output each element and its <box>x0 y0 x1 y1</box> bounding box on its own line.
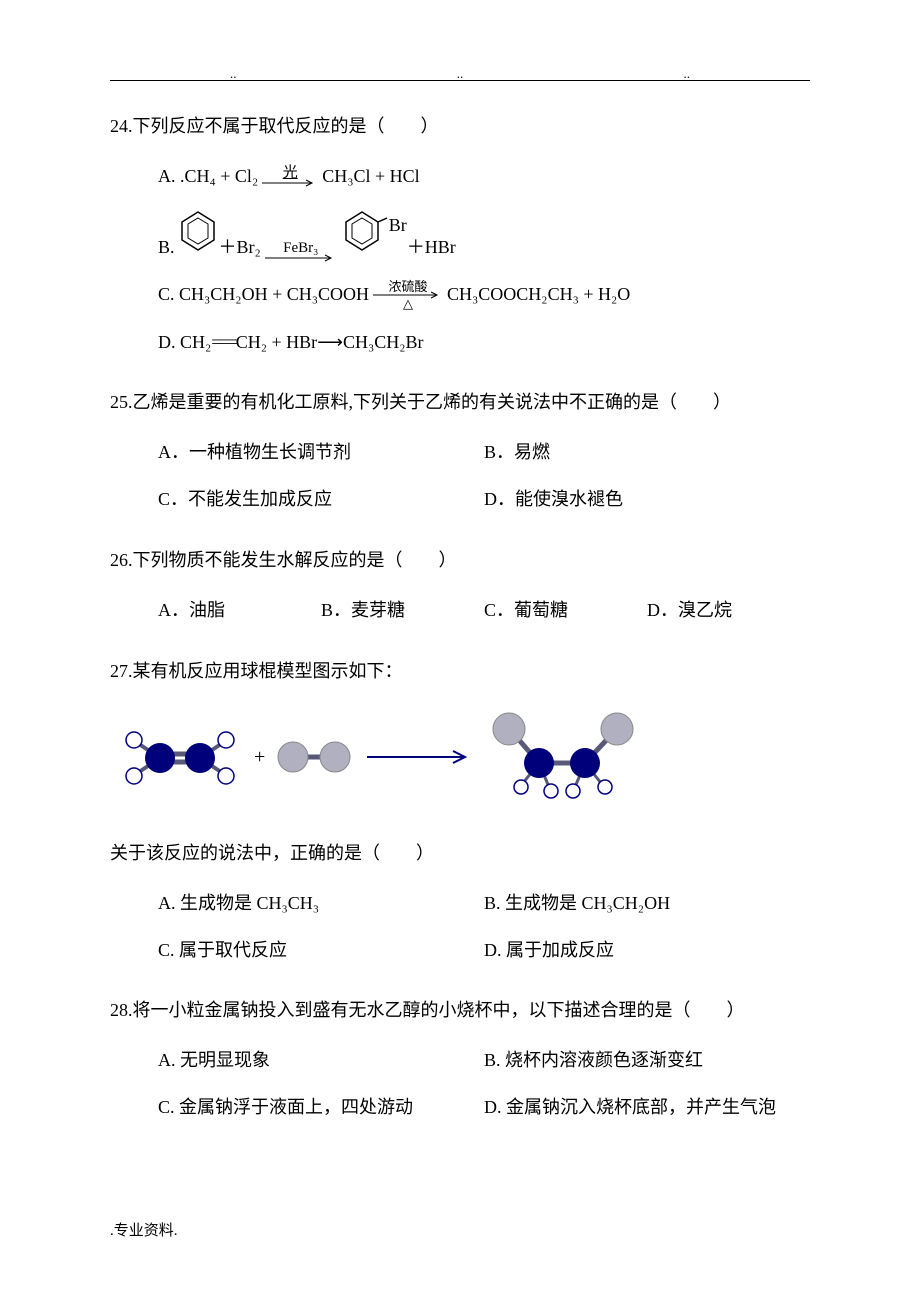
question-24: 24.下列反应不属于取代反应的是（ ） A. .CH₄ + Cl₂ 光 CH₃C… <box>110 108 810 356</box>
q24-option-b: B. ＋Br₂ FeBr₃ Br ＋HBr <box>158 209 810 262</box>
q27-stem2: 关于该反应的说法中，正确的是（ ） <box>110 835 810 871</box>
content: 24.下列反应不属于取代反应的是（ ） A. .CH₄ + Cl₂ 光 CH₃C… <box>110 108 810 1122</box>
q28-option-c: C. 金属钠浮于液面上，四处游动 <box>158 1093 484 1122</box>
q24-stem: 24.下列反应不属于取代反应的是（ ） <box>110 108 810 144</box>
arrow-icon <box>265 254 337 262</box>
reaction-arrow: FeBr₃ <box>265 241 337 262</box>
q25-option-b: B．易燃 <box>484 438 810 467</box>
q24-option-a: A. .CH₄ + Cl₂ 光 CH₃Cl + HCl <box>158 162 810 191</box>
diatomic-model-icon <box>269 722 359 792</box>
plus-sign: + <box>254 741 265 773</box>
q24-option-c: C. CH₃CH₂OH + CH₃COOH 浓硫酸 △ CH₃COOCH₂CH₃… <box>158 280 810 310</box>
q25-option-d: D．能使溴水褪色 <box>484 485 810 514</box>
q25-option-c: C．不能发生加成反应 <box>158 485 484 514</box>
footer-text: .专业资料. <box>110 1219 178 1240</box>
q28-stem: 28.将一小粒金属钠投入到盛有无水乙醇的小烧杯中，以下描述合理的是（ ） <box>110 992 810 1028</box>
q27-options: A. 生成物是 CH₃CH₃ B. 生成物是 CH₃CH₂OH C. 属于取代反… <box>110 889 810 965</box>
q26-options: A．油脂 B．麦芽糖 C．葡萄糖 D．溴乙烷 <box>110 596 810 625</box>
reaction-arrow: 浓硫酸 △ <box>373 280 443 310</box>
arrow-icon <box>262 179 318 187</box>
text: D. CH₂ <box>158 328 211 357</box>
ethene-model-icon <box>110 722 250 792</box>
header-rule <box>110 80 810 81</box>
q27-stem: 27.某有机反应用球棍模型图示如下： <box>110 653 810 689</box>
q27-option-b: B. 生成物是 CH₃CH₂OH <box>484 889 810 918</box>
text: ＋Br₂ <box>219 233 261 262</box>
q26-option-a: A．油脂 <box>158 596 321 625</box>
q27-option-c: C. 属于取代反应 <box>158 936 484 965</box>
double-bond: === <box>211 328 235 357</box>
text: A. .CH₄ + Cl₂ <box>158 162 258 191</box>
q28-options: A. 无明显现象 B. 烧杯内溶液颜色逐渐变红 C. 金属钠浮于液面上，四处游动… <box>110 1046 810 1122</box>
question-26: 26.下列物质不能发生水解反应的是（ ） A．油脂 B．麦芽糖 C．葡萄糖 D．… <box>110 542 810 625</box>
question-25: 25.乙烯是重要的有机化工原料,下列关于乙烯的有关说法中不正确的是（ ） A．一… <box>110 384 810 514</box>
text: CH₃Cl + HCl <box>322 162 419 191</box>
q28-option-d: D. 金属钠沉入烧杯底部，并产生气泡 <box>484 1093 810 1122</box>
question-27: 27.某有机反应用球棍模型图示如下： + <box>110 653 810 965</box>
q28-option-a: A. 无明显现象 <box>158 1046 484 1075</box>
benzene-icon <box>177 209 219 262</box>
q26-option-b: B．麦芽糖 <box>321 596 484 625</box>
q27-option-d: D. 属于加成反应 <box>484 936 810 965</box>
arrow-icon <box>363 747 473 767</box>
q24-options: A. .CH₄ + Cl₂ 光 CH₃Cl + HCl B. ＋Br₂ FeBr… <box>110 162 810 356</box>
condition-bot: △ <box>403 297 413 310</box>
question-28: 28.将一小粒金属钠投入到盛有无水乙醇的小烧杯中，以下描述合理的是（ ） A. … <box>110 992 810 1122</box>
text: C. CH₃CH₂OH + CH₃COOH <box>158 280 369 309</box>
q27-option-a: A. 生成物是 CH₃CH₃ <box>158 889 484 918</box>
page: .. .. .. 24.下列反应不属于取代反应的是（ ） A. .CH₄ + C… <box>0 0 920 1300</box>
reaction-arrow: 光 <box>262 166 318 187</box>
q25-options: A．一种植物生长调节剂 B．易燃 C．不能发生加成反应 D．能使溴水褪色 <box>110 438 810 514</box>
q24-option-d: D. CH₂ === CH₂ + HBr⟶CH₃CH₂Br <box>158 328 810 357</box>
q26-option-d: D．溴乙烷 <box>647 596 810 625</box>
product-model-icon <box>477 707 647 807</box>
text: ＋HBr <box>407 233 456 262</box>
text: Br <box>389 211 407 240</box>
q25-stem: 25.乙烯是重要的有机化工原料,下列关于乙烯的有关说法中不正确的是（ ） <box>110 384 810 420</box>
q25-option-a: A．一种植物生长调节剂 <box>158 438 484 467</box>
text: B. <box>158 233 175 262</box>
text: CH₃COOCH₂CH₃ + H₂O <box>447 280 630 309</box>
q28-option-b: B. 烧杯内溶液颜色逐渐变红 <box>484 1046 810 1075</box>
text: CH₂ + HBr⟶CH₃CH₂Br <box>236 328 424 357</box>
q26-option-c: C．葡萄糖 <box>484 596 647 625</box>
q26-stem: 26.下列物质不能发生水解反应的是（ ） <box>110 542 810 578</box>
q27-diagram: + <box>110 707 810 807</box>
